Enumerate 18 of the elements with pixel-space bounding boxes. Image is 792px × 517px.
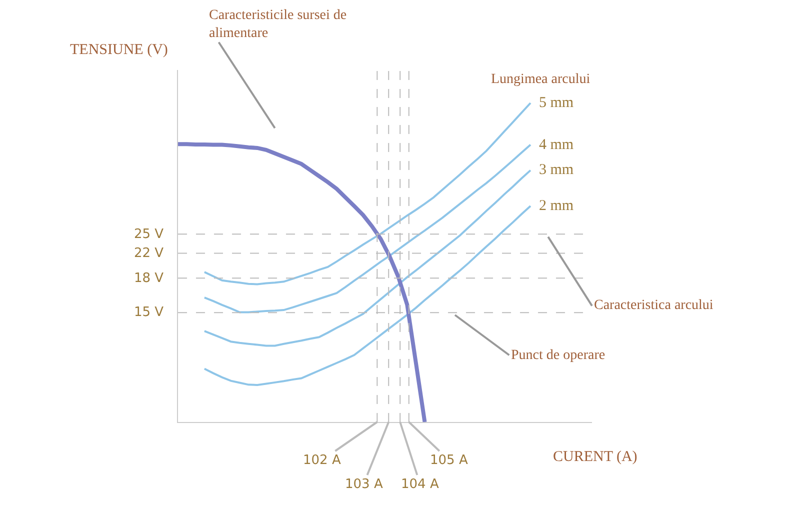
ref-line-label: 25 V — [134, 227, 164, 242]
text: 105 A — [430, 453, 468, 468]
text: Caracteristica arcului — [594, 298, 714, 313]
text: 102 A — [303, 453, 341, 468]
text: Caracteristicile sursei de alimentare — [209, 8, 347, 42]
series-label: 2 mm — [539, 198, 574, 214]
annotation: Punct de operare — [511, 348, 606, 363]
legend-title: Lungimea arcului — [491, 72, 590, 87]
text: 103 A — [345, 477, 383, 492]
ref-line-label: 22 V — [134, 246, 164, 261]
y-axis-title: TENSIUNE (V) — [70, 42, 168, 58]
x-axis-title: CURENT (A) — [553, 449, 638, 465]
series-label: 4 mm — [539, 137, 574, 153]
ref-line-label: 18 V — [134, 271, 164, 286]
series-label: 5 mm — [539, 95, 574, 111]
ref-line-label: 15 V — [134, 305, 164, 320]
series-label: 3 mm — [539, 162, 574, 178]
text: 104 A — [401, 477, 439, 492]
